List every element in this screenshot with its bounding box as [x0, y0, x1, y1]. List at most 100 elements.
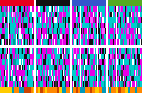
Bar: [104, 34, 105, 39]
Bar: [2, 54, 4, 59]
Bar: [112, 54, 113, 59]
Bar: [0, 45, 142, 48]
Bar: [27, 34, 28, 39]
Bar: [42, 54, 43, 59]
Bar: [93, 81, 94, 87]
Bar: [12, 65, 13, 70]
Bar: [54, 70, 55, 76]
Bar: [0, 12, 1, 17]
Bar: [93, 65, 94, 70]
Bar: [74, 81, 76, 87]
Bar: [55, 12, 57, 17]
Bar: [72, 81, 73, 87]
Bar: [63, 76, 64, 81]
Bar: [49, 70, 51, 76]
Bar: [66, 76, 68, 81]
Bar: [77, 54, 78, 59]
Bar: [17, 6, 18, 12]
Bar: [96, 23, 98, 28]
Bar: [18, 65, 19, 70]
Bar: [125, 70, 126, 76]
Bar: [129, 28, 130, 34]
Bar: [105, 6, 106, 12]
Bar: [87, 76, 88, 81]
Bar: [16, 59, 17, 65]
Bar: [74, 76, 76, 81]
Bar: [42, 48, 43, 54]
Bar: [87, 81, 88, 87]
Bar: [87, 12, 88, 17]
Bar: [7, 6, 9, 12]
Bar: [89, 65, 90, 70]
Bar: [85, 6, 87, 12]
Bar: [37, 65, 38, 70]
Bar: [110, 76, 112, 81]
Bar: [10, 65, 11, 70]
Bar: [5, 28, 6, 34]
Bar: [78, 48, 79, 54]
Bar: [91, 6, 93, 12]
Bar: [49, 81, 51, 87]
Bar: [108, 65, 109, 70]
Bar: [46, 81, 47, 87]
Bar: [18, 28, 19, 34]
Bar: [116, 48, 118, 54]
Bar: [26, 23, 27, 28]
Bar: [81, 59, 82, 65]
Bar: [52, 28, 53, 34]
Bar: [66, 87, 69, 93]
Bar: [83, 65, 84, 70]
Bar: [96, 6, 98, 12]
Bar: [43, 39, 44, 45]
Bar: [63, 34, 64, 39]
Bar: [4, 76, 5, 81]
Bar: [10, 76, 11, 81]
Bar: [37, 39, 38, 45]
Bar: [81, 87, 83, 93]
Bar: [21, 87, 24, 93]
Bar: [17, 54, 18, 59]
Bar: [84, 54, 85, 59]
Bar: [1, 54, 2, 59]
Bar: [115, 70, 116, 76]
Bar: [101, 76, 102, 81]
Bar: [82, 12, 83, 17]
Bar: [32, 54, 33, 59]
Bar: [104, 87, 106, 93]
Bar: [58, 23, 59, 28]
Bar: [43, 54, 44, 59]
Bar: [64, 76, 65, 81]
Bar: [61, 12, 63, 17]
Bar: [47, 34, 48, 39]
Bar: [13, 28, 15, 34]
Bar: [29, 54, 30, 59]
Bar: [109, 23, 110, 28]
Bar: [69, 48, 70, 54]
Bar: [102, 59, 104, 65]
Bar: [140, 65, 141, 70]
Bar: [91, 39, 93, 45]
Bar: [15, 28, 16, 34]
Bar: [7, 39, 9, 45]
Bar: [95, 54, 96, 59]
Bar: [42, 23, 43, 28]
Bar: [100, 65, 101, 70]
Bar: [29, 23, 30, 28]
Bar: [127, 81, 129, 87]
Bar: [65, 28, 66, 34]
Bar: [76, 34, 77, 39]
Bar: [55, 48, 57, 54]
Bar: [131, 59, 132, 65]
Bar: [118, 12, 119, 17]
Bar: [126, 54, 127, 59]
Bar: [54, 59, 55, 65]
Bar: [64, 17, 65, 23]
Bar: [133, 6, 135, 12]
Bar: [47, 81, 48, 87]
Bar: [121, 81, 123, 87]
Bar: [89, 48, 90, 54]
Bar: [61, 23, 63, 28]
Bar: [26, 17, 27, 23]
Bar: [114, 28, 115, 34]
Bar: [74, 6, 76, 12]
